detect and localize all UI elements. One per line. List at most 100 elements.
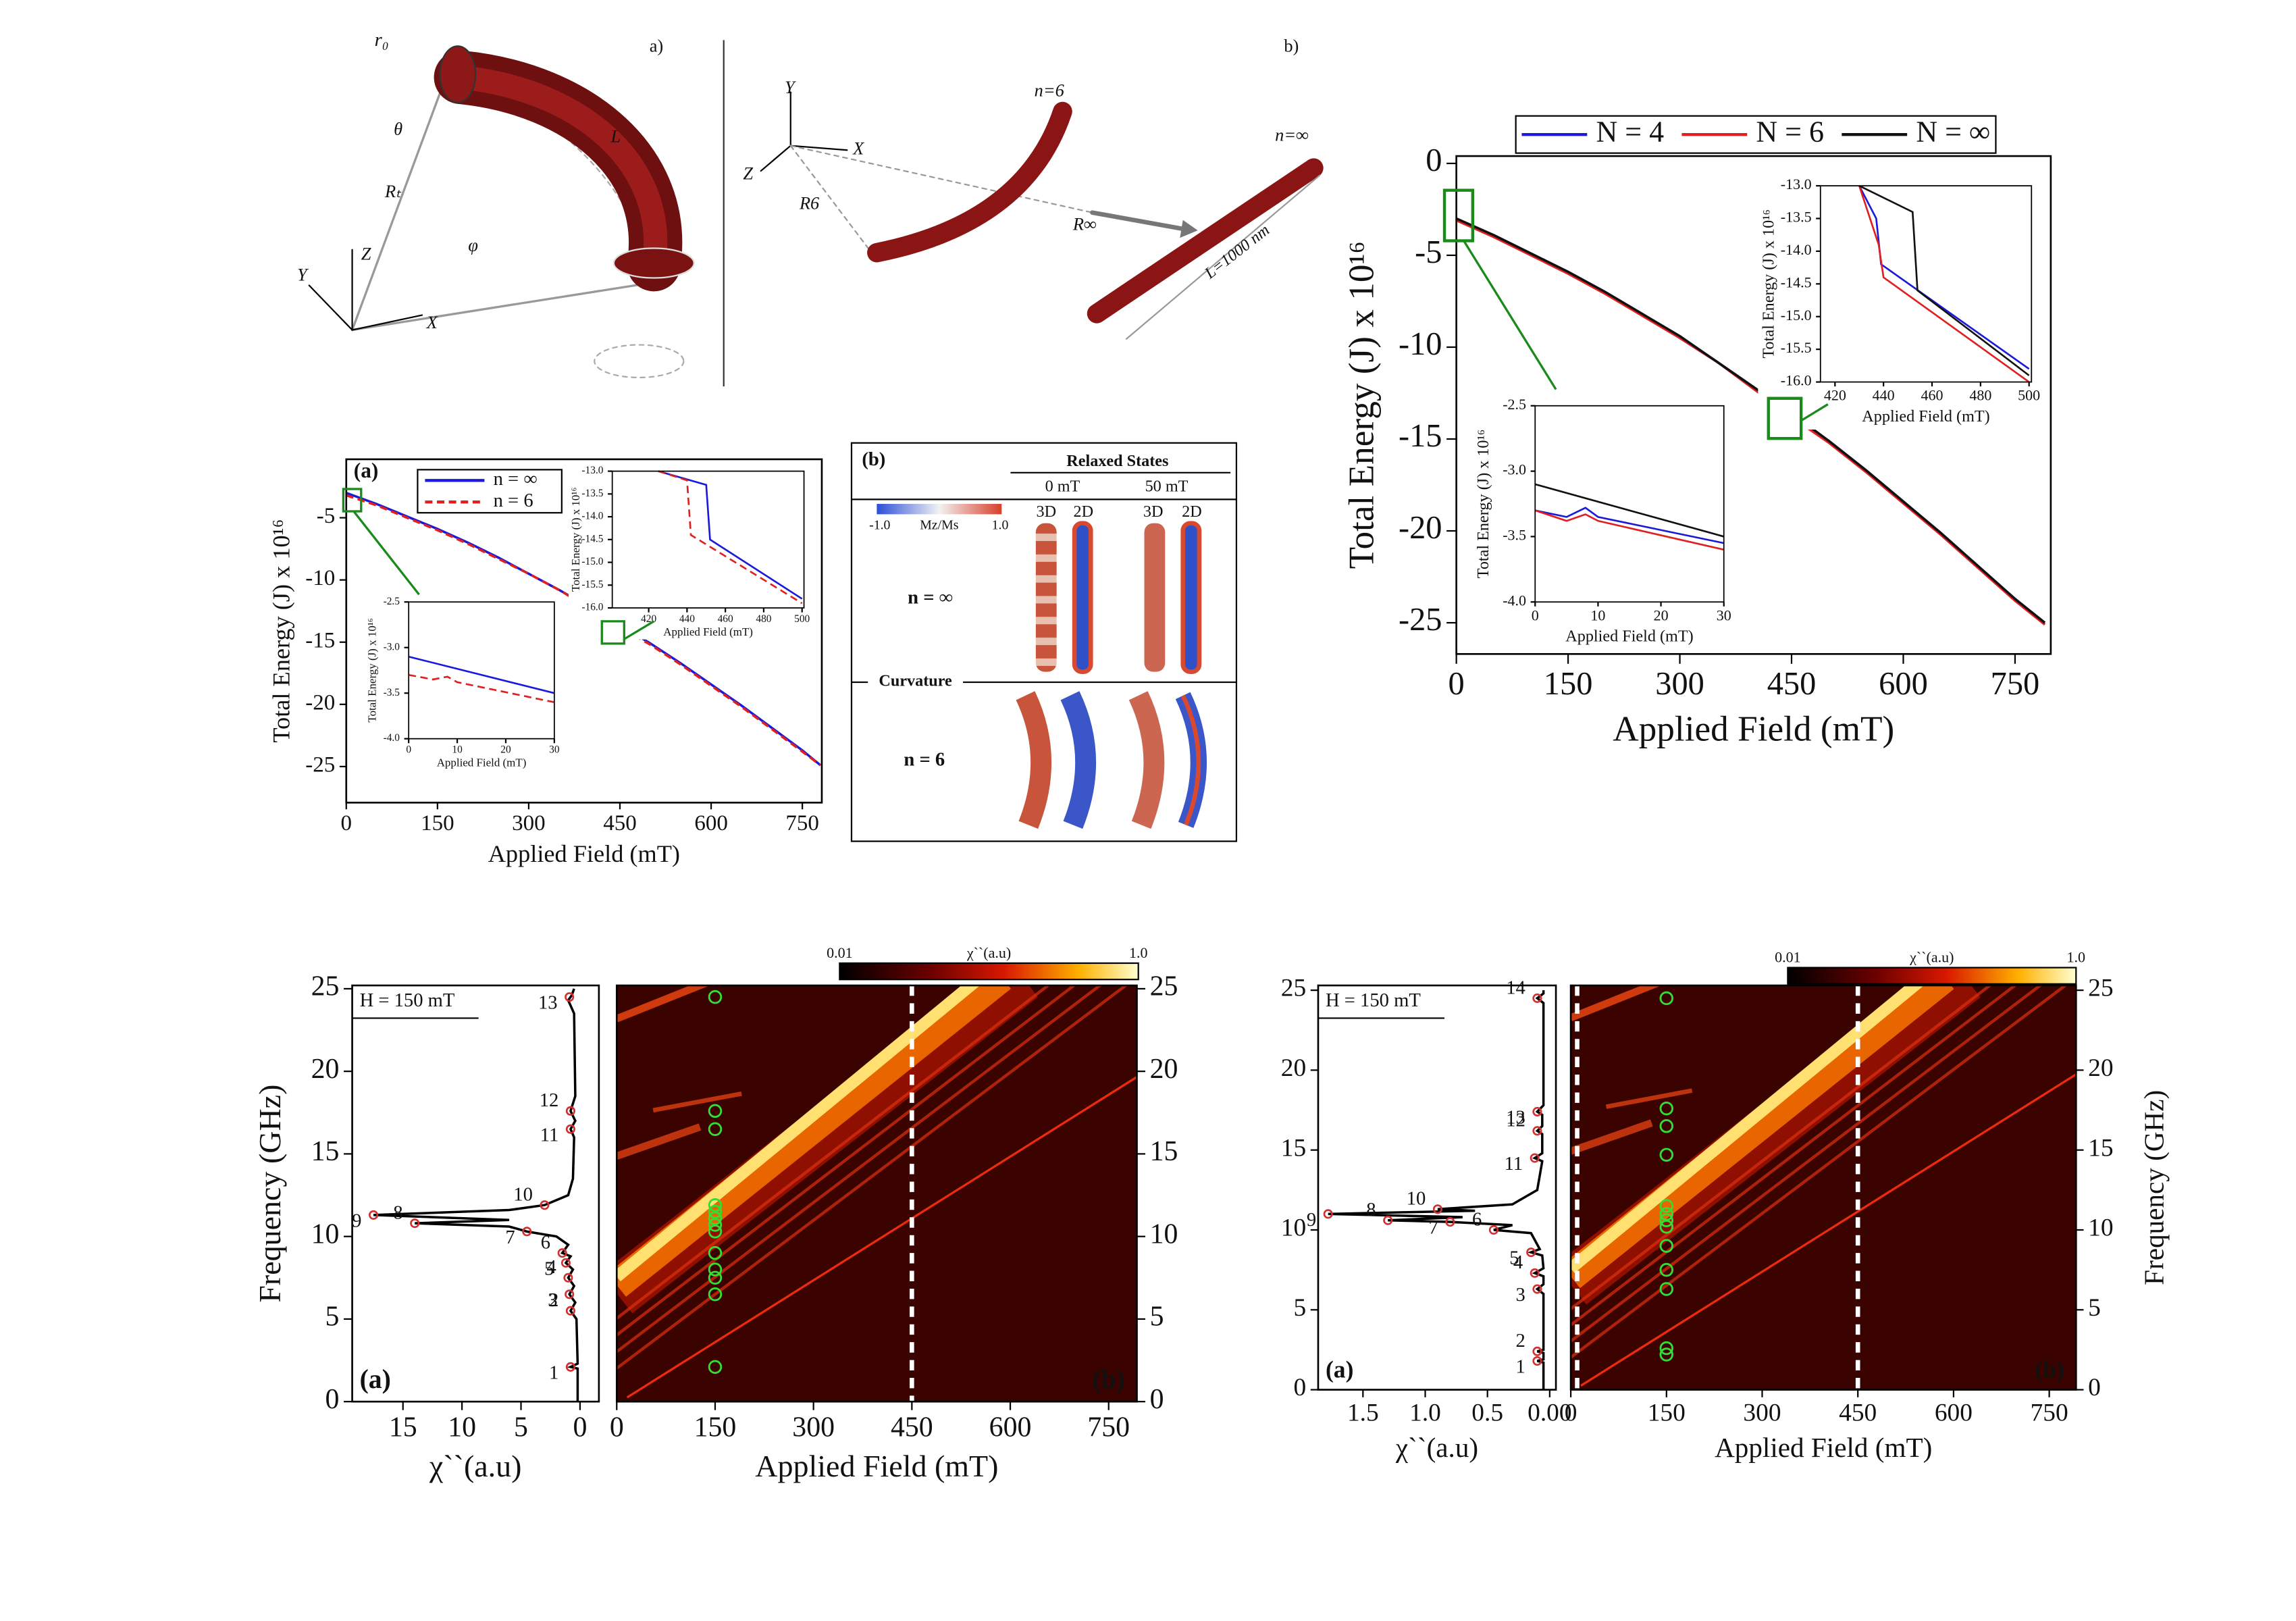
state-3d	[1144, 523, 1166, 672]
mode-band	[1605, 1088, 1693, 1109]
mode-label: 1	[549, 1362, 558, 1383]
mode-marker	[1432, 1204, 1442, 1214]
series-line	[408, 655, 555, 694]
label: n=6	[1035, 80, 1065, 101]
x-tick-label: 300	[792, 1412, 835, 1443]
x-tick-label: 1.0	[1409, 1399, 1441, 1427]
y-tick-label: 0	[325, 1384, 340, 1415]
mode-marker	[1526, 1247, 1536, 1258]
colorbar	[839, 962, 1139, 981]
row-label: n = 6	[904, 749, 945, 770]
mode-marker	[1530, 1153, 1540, 1163]
y-tick-label: 5	[1150, 1302, 1164, 1333]
mode-band	[617, 985, 1103, 1354]
arrowhead	[1180, 220, 1198, 238]
mode-label: 2	[1516, 1331, 1525, 1352]
legend-frame	[1515, 115, 1997, 154]
x-tick-label: 150	[1544, 666, 1593, 702]
mode-band	[1571, 985, 1925, 1273]
guide	[789, 145, 1093, 213]
mode-marker	[522, 1227, 532, 1237]
mode-marker	[1532, 993, 1542, 1003]
x-tick-label: 600	[1879, 666, 1928, 702]
y-tick-label: -13.0	[1781, 176, 1812, 192]
x-tick-label: 5	[514, 1412, 528, 1443]
label-bg	[868, 673, 964, 692]
y-tick-label: 10	[1281, 1214, 1306, 1242]
series-line	[1858, 185, 2030, 383]
y-tick-label: 15	[2088, 1134, 2113, 1162]
mode-marker	[565, 1306, 575, 1316]
y-tick-label: 15	[311, 1136, 340, 1167]
tube-end	[439, 45, 477, 103]
mode-marker	[1659, 1262, 1674, 1277]
mode-marker	[1659, 991, 1674, 1006]
x-tick-label: 450	[891, 1412, 933, 1443]
series-line	[658, 470, 803, 604]
panel-label: (b)	[2035, 1356, 2064, 1383]
label: Rₜ	[384, 181, 402, 201]
series-line	[1858, 184, 2030, 376]
y-tick-label: 10	[1150, 1218, 1178, 1250]
mode-label: 14	[1506, 977, 1525, 998]
x-tick-label: 0	[610, 1412, 624, 1443]
mode-marker	[1659, 1118, 1674, 1133]
x-tick-label: 460	[1921, 387, 1943, 404]
y-tick-label: -10	[1399, 326, 1442, 362]
field: 0 mT	[1045, 477, 1080, 495]
y-tick-label: -2.5	[1503, 396, 1526, 413]
y-tick-label: 10	[311, 1218, 340, 1250]
x-tick-label: 20	[1654, 607, 1669, 623]
colorbar-label: χ``(a.u)	[966, 944, 1011, 961]
mode-marker	[708, 1211, 723, 1226]
y-tick-label: 15	[1150, 1136, 1178, 1167]
y-tick-label: -13.5	[581, 488, 603, 499]
colorbar-tick-label: 0.01	[1775, 948, 1800, 965]
x-tick-label: 150	[1648, 1399, 1686, 1427]
mode-label: 10	[1407, 1189, 1426, 1210]
annotation: H = 150 mT	[360, 990, 455, 1011]
x-axis-label: Applied Field (mT)	[663, 625, 753, 638]
mode-label: 4	[547, 1257, 556, 1278]
y-tick-label: -15.5	[581, 579, 603, 590]
mode-marker	[540, 1200, 550, 1210]
series-line	[1328, 990, 1545, 1390]
y-tick-label: -16.0	[1781, 372, 1812, 389]
x-tick-label: 150	[421, 811, 454, 835]
mode-marker	[1659, 1347, 1674, 1362]
y-tick-label: -15	[305, 628, 335, 652]
mode-band	[617, 1123, 702, 1160]
plot-frame	[351, 984, 600, 1403]
y-tick-label: -13.5	[1781, 209, 1812, 226]
mode-marker	[708, 1122, 723, 1136]
mode-band	[1580, 1073, 2077, 1387]
x-axis-label: χ``(a.u)	[1395, 1432, 1478, 1464]
view: 3D	[1143, 503, 1164, 521]
mode-label: 12	[540, 1090, 559, 1111]
panel-label: a)	[650, 35, 664, 55]
y-axis-label: Frequency (GHz)	[2138, 1090, 2170, 1285]
y-axis-label: Total Energy (J) x 10¹⁶	[1474, 430, 1492, 578]
state-2d	[1060, 691, 1097, 829]
x-axis-label: Applied Field (mT)	[1862, 407, 1989, 426]
y-axis-label: Total Energy (J) x 10¹⁶	[569, 488, 582, 592]
heatmap-modes	[617, 985, 1137, 1399]
x-tick-label: 600	[1935, 1399, 1973, 1427]
y-tick-label: -14.5	[1781, 274, 1812, 290]
zoom-arrow	[353, 510, 420, 596]
zoom-arrow	[623, 620, 655, 640]
row-label: n = ∞	[908, 587, 953, 608]
state-3d	[1016, 691, 1052, 829]
y-tick-label: 0	[2088, 1374, 2101, 1401]
x-tick-label: 0.00	[1528, 1399, 1571, 1427]
mode-label: 4	[1513, 1252, 1523, 1273]
mode-band	[1571, 1119, 1653, 1155]
mode-marker	[1659, 1220, 1674, 1234]
x-tick-label: 10	[452, 744, 463, 756]
axis	[308, 284, 353, 331]
x-tick-label: 500	[794, 613, 810, 625]
tube	[867, 101, 1072, 263]
label: φ	[468, 234, 478, 255]
inset-background	[365, 596, 563, 771]
plot-frame	[1569, 984, 2077, 1391]
